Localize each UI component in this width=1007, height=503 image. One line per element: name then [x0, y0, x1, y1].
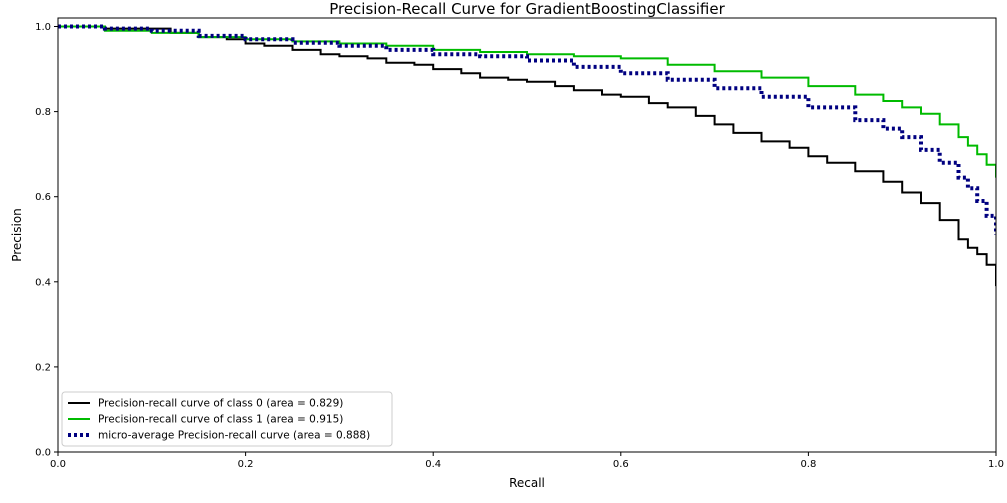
- series-line-2: [58, 24, 996, 235]
- legend: Precision-recall curve of class 0 (area …: [61, 391, 393, 447]
- plot-frame: [57, 17, 997, 453]
- y-tick-label: 0.0: [35, 448, 51, 459]
- legend-entry: Precision-recall curve of class 1 (area …: [98, 414, 343, 426]
- chart-title: Precision-Recall Curve for GradientBoost…: [329, 0, 725, 18]
- x-tick-label: 0.2: [238, 459, 254, 470]
- x-axis: 0.0 0.2 0.4 0.6 0.8 1.0: [50, 452, 1004, 470]
- x-tick-label: 1.0: [988, 459, 1004, 470]
- series-line-1: [58, 25, 996, 178]
- y-tick-label: 0.4: [35, 277, 51, 288]
- x-tick-label: 0.4: [425, 459, 441, 470]
- y-tick-label: 0.2: [35, 362, 51, 373]
- y-axis-label: Precision: [10, 208, 24, 262]
- y-tick-label: 1.0: [35, 22, 51, 33]
- x-tick-label: 0.0: [50, 459, 66, 470]
- legend-entry: Precision-recall curve of class 0 (area …: [98, 398, 343, 410]
- plot-area: [58, 24, 996, 287]
- x-tick-label: 0.6: [613, 459, 629, 470]
- y-axis: 0.0 0.2 0.4 0.6 0.8 1.0: [35, 22, 58, 459]
- legend-box: [61, 391, 393, 447]
- y-tick-label: 0.6: [35, 192, 51, 203]
- legend-entry: micro-average Precision-recall curve (ar…: [98, 430, 370, 442]
- x-tick-label: 0.8: [800, 459, 816, 470]
- x-axis-label: Recall: [509, 476, 545, 490]
- y-tick-label: 0.8: [35, 107, 51, 118]
- series-line-0: [58, 25, 996, 287]
